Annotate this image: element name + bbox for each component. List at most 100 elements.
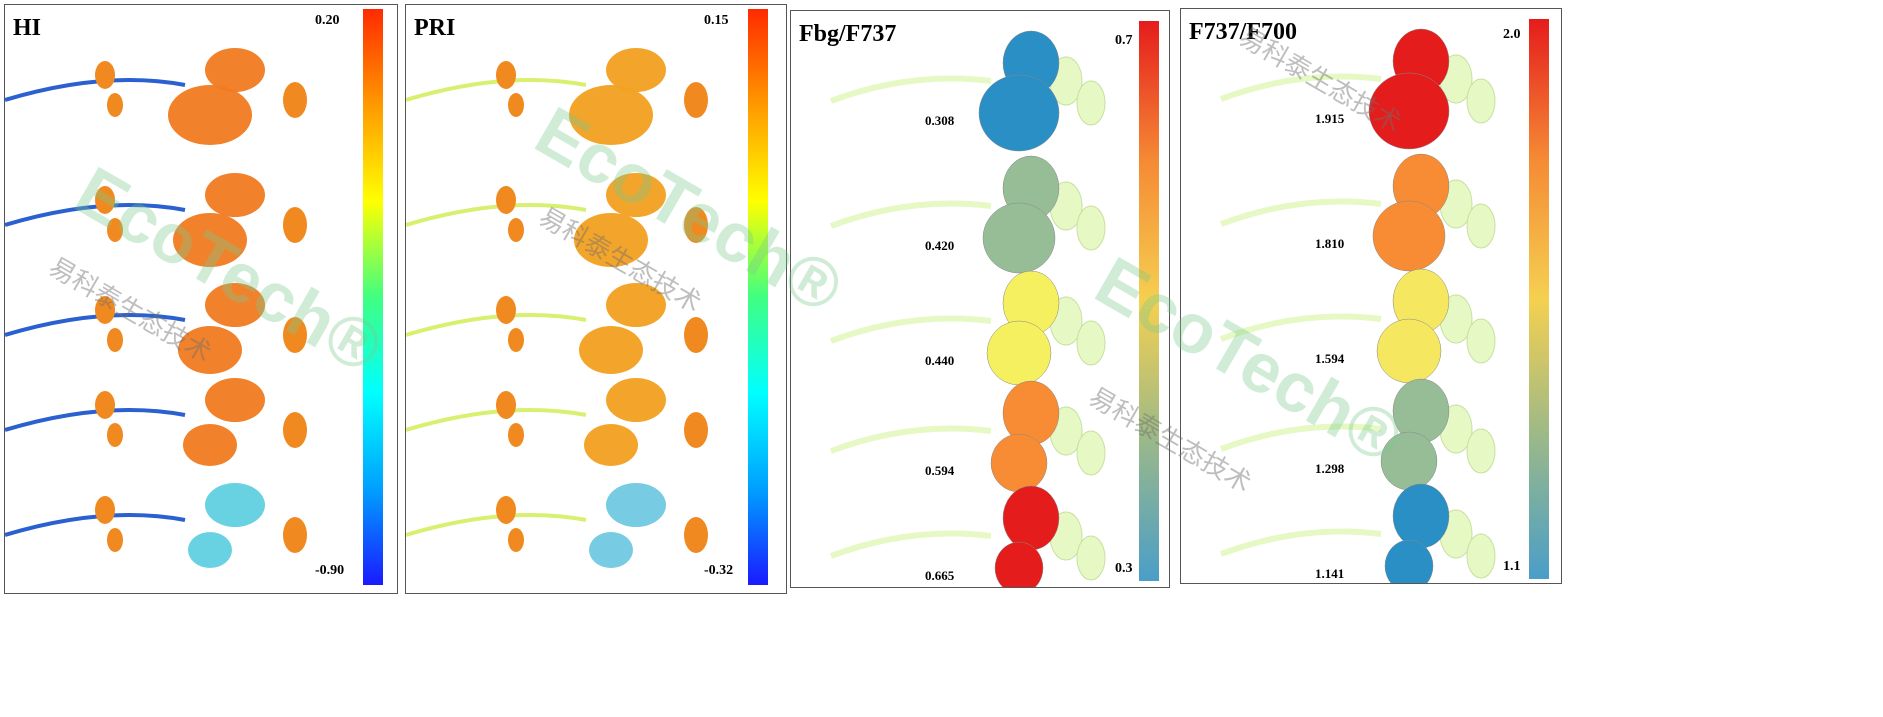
plant — [1219, 28, 1496, 150]
leaf — [606, 283, 666, 327]
stem — [829, 315, 992, 344]
leaf — [1384, 539, 1434, 583]
leaf — [1392, 483, 1450, 549]
plant — [406, 378, 708, 466]
stem — [1219, 423, 1382, 452]
plant-value-label: 0.665 — [925, 568, 955, 583]
plant-value-label: 1.141 — [1315, 566, 1345, 581]
leaf — [168, 85, 252, 145]
leaf — [205, 283, 265, 327]
plant — [829, 485, 1106, 587]
plant — [829, 155, 1106, 274]
plant-value-label: 1.915 — [1315, 111, 1345, 126]
leaf — [205, 173, 265, 217]
small-leaf — [1466, 203, 1496, 249]
colorbar — [1139, 21, 1159, 581]
plant — [1219, 268, 1496, 384]
panel-f737-f700: F737/F700 2.0 1.1 1.915 1.810 1.594 1.298 1.… — [1180, 8, 1562, 584]
plant-value-label: 0.440 — [925, 353, 955, 368]
colorbar-min-label: 1.1 — [1503, 559, 1521, 574]
small-leaf — [107, 423, 123, 447]
small-leaf — [508, 218, 524, 242]
colorbar-max-label: 0.20 — [315, 13, 340, 28]
plant — [406, 173, 708, 267]
small-leaf — [107, 93, 123, 117]
plant — [1219, 483, 1496, 583]
stem — [1219, 198, 1382, 227]
panel-fbg-f737: Fbg/F737 0.7 0.3 0.308 0.420 0.440 0.594 0.6… — [790, 10, 1170, 588]
leaf — [986, 320, 1052, 386]
leaf — [1380, 431, 1438, 491]
small-leaf — [1466, 428, 1496, 474]
plant — [5, 378, 307, 466]
leaf — [589, 532, 633, 568]
small-leaf — [508, 528, 524, 552]
small-leaf — [684, 317, 708, 353]
plant-images — [406, 48, 708, 568]
plant-images — [829, 30, 1106, 587]
plant-value-label: 0.594 — [925, 463, 955, 478]
stem — [406, 513, 587, 537]
colorbar-min-label: 0.3 — [1115, 561, 1133, 576]
small-leaf — [496, 391, 516, 419]
leaf — [994, 541, 1044, 587]
small-leaf — [1076, 430, 1106, 476]
leaf — [205, 378, 265, 422]
stem — [406, 203, 587, 227]
leaf — [606, 378, 666, 422]
plant-value-label: 0.420 — [925, 238, 955, 253]
small-leaf — [107, 328, 123, 352]
colorbar-max-label: 0.7 — [1115, 33, 1133, 48]
plant-value-label: 0.308 — [925, 113, 955, 128]
plant — [829, 30, 1106, 152]
small-leaf — [283, 412, 307, 448]
leaf — [982, 202, 1056, 274]
small-leaf — [1076, 320, 1106, 366]
colorbar — [363, 9, 383, 585]
small-leaf — [684, 82, 708, 118]
stem — [5, 78, 186, 102]
small-leaf — [684, 517, 708, 553]
small-leaf — [1076, 535, 1106, 581]
small-leaf — [107, 218, 123, 242]
stem — [829, 425, 992, 454]
stem — [1219, 73, 1382, 102]
leaf — [1372, 200, 1446, 272]
plant — [829, 270, 1106, 386]
small-leaf — [1076, 205, 1106, 251]
leaf — [579, 326, 643, 374]
small-leaf — [1466, 318, 1496, 364]
stem — [5, 408, 186, 432]
small-leaf — [107, 528, 123, 552]
stem — [406, 313, 587, 337]
plant — [406, 483, 708, 568]
leaf — [183, 424, 237, 466]
small-leaf — [283, 517, 307, 553]
stem — [5, 313, 186, 337]
leaf — [205, 48, 265, 92]
colorbar-max-label: 2.0 — [1503, 27, 1521, 42]
plant — [5, 48, 307, 145]
small-leaf — [283, 317, 307, 353]
small-leaf — [283, 82, 307, 118]
plant — [406, 48, 708, 145]
leaf — [606, 483, 666, 527]
plant — [1219, 153, 1496, 272]
colorbar-max-label: 0.15 — [704, 13, 729, 28]
leaf — [1002, 485, 1060, 551]
plant-images — [5, 48, 307, 568]
leaf — [569, 85, 653, 145]
leaf — [990, 433, 1048, 493]
small-leaf — [1466, 78, 1496, 124]
small-leaf — [684, 207, 708, 243]
small-leaf — [508, 423, 524, 447]
colorbar — [748, 9, 768, 585]
small-leaf — [1466, 533, 1496, 579]
plant — [829, 380, 1106, 493]
leaf — [205, 483, 265, 527]
plant — [406, 283, 708, 374]
panel-title: HI — [13, 15, 42, 41]
small-leaf — [508, 93, 524, 117]
panel-hi: HI 0.20 -0.90 — [4, 4, 398, 594]
stem — [1219, 528, 1382, 557]
